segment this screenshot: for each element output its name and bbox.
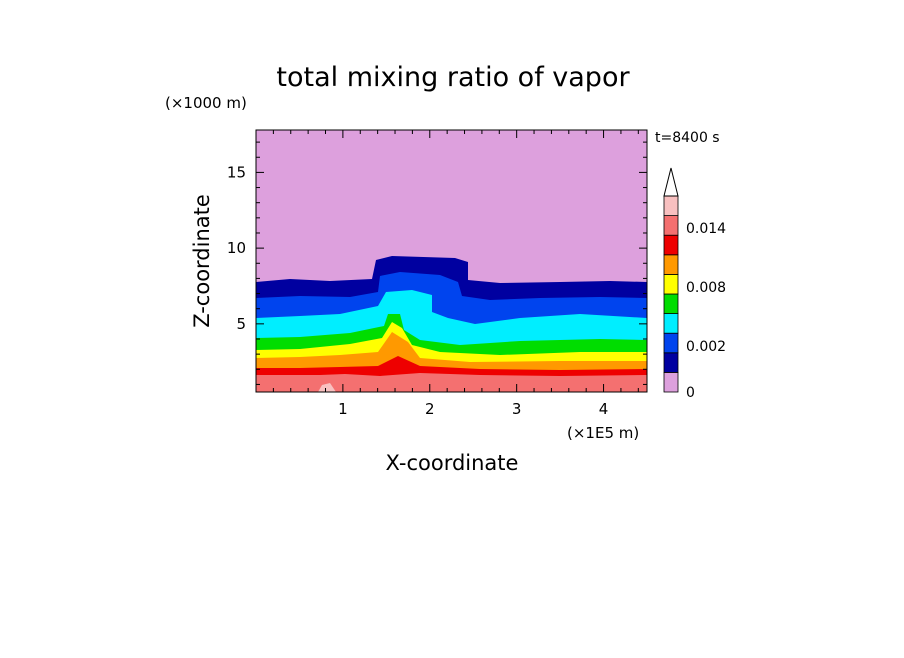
y-unit-label: (×1000 m) <box>165 94 247 112</box>
colorbar-band <box>663 293 679 315</box>
colorbar-tick-label: 0.008 <box>686 280 726 296</box>
colorbar-band <box>663 215 679 236</box>
plot-border <box>255 129 648 393</box>
x-axis-label: X-coordinate <box>386 451 519 475</box>
contour-band-0016 <box>318 383 336 392</box>
contour-band-0014 <box>256 373 647 392</box>
y-ticks: 5 10 15 <box>227 141 647 385</box>
colorbar-band <box>663 332 679 354</box>
y-tick-label: 15 <box>227 163 246 181</box>
colorbar-band <box>663 254 679 275</box>
colorbar-band <box>663 352 679 373</box>
y-tick-label: 5 <box>236 315 246 333</box>
colorbar-band <box>663 273 679 295</box>
x-unit-label: (×1E5 m) <box>567 424 639 442</box>
x-ticks: 1 2 3 4 <box>272 130 639 418</box>
x-tick-label: 1 <box>338 400 348 418</box>
time-label: t=8400 s <box>655 130 720 146</box>
x-tick-label: 2 <box>425 400 435 418</box>
colorbar-extend-arrow <box>663 167 679 197</box>
plot-area <box>256 130 647 392</box>
x-tick-label: 4 <box>599 400 609 418</box>
plot-frame <box>255 129 648 393</box>
colorbar-band <box>663 371 679 393</box>
y-axis-label: Z-coordinate <box>190 194 214 328</box>
colorbar-band <box>663 234 679 256</box>
colorbar-tick-label: 0.002 <box>686 339 726 355</box>
chart-title: total mixing ratio of vapor <box>276 62 630 93</box>
colorbar-tick-label: 0.014 <box>686 221 726 237</box>
colorbar-band <box>663 195 679 217</box>
y-tick-label: 10 <box>227 239 246 257</box>
colorbar: 0 0.002 0.008 0.014 <box>663 167 726 401</box>
colorbar-tick-label: 0 <box>686 385 695 401</box>
x-tick-label: 3 <box>512 400 522 418</box>
colorbar-band <box>663 313 679 334</box>
